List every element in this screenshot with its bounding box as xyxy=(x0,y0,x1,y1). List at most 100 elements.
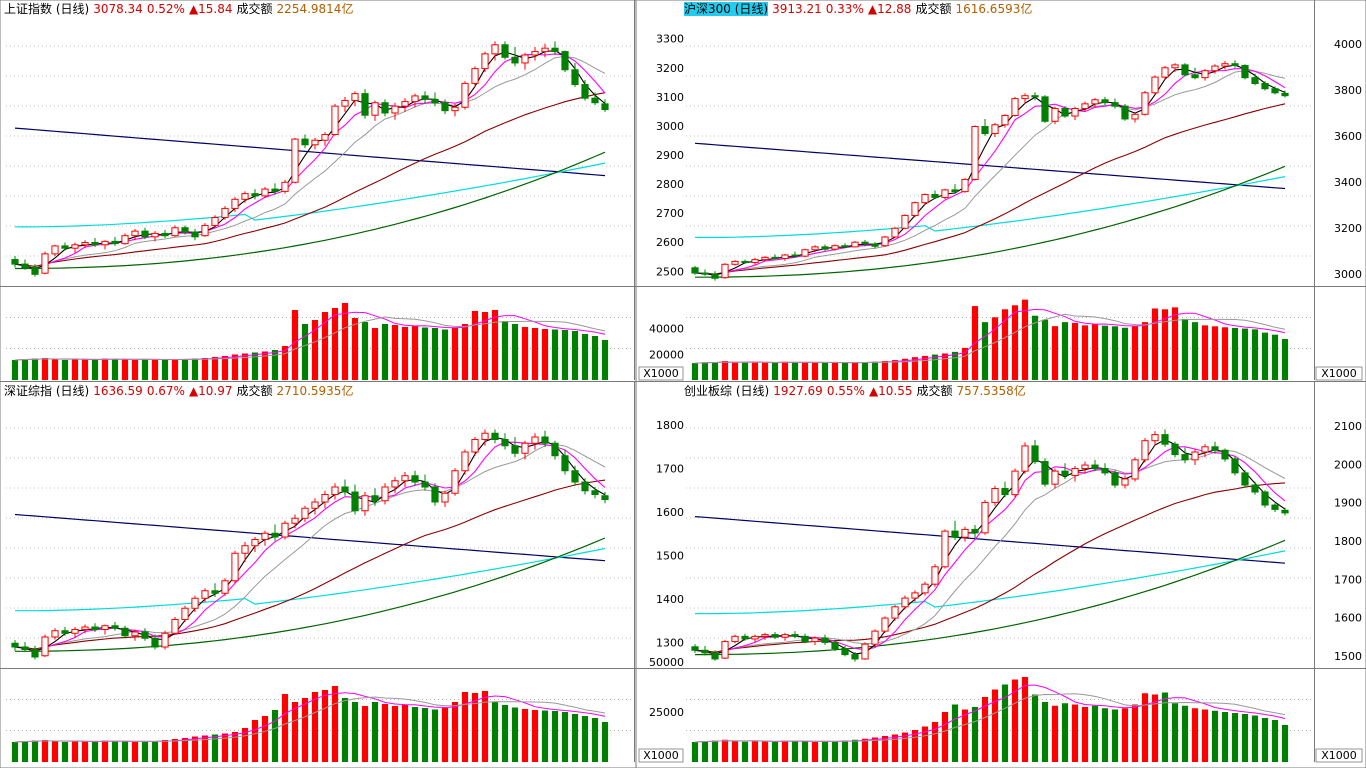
candle-body-down xyxy=(491,432,499,440)
volume-bar xyxy=(191,358,199,380)
candle-body-down xyxy=(1181,64,1189,76)
ma20-line xyxy=(694,449,1286,655)
volume-bar xyxy=(271,710,279,762)
volume-bar xyxy=(121,741,129,762)
ma250-line xyxy=(694,516,1286,564)
volume-ma10-line xyxy=(694,313,1286,364)
candle-body-up xyxy=(51,630,59,638)
chart-panel-2 xyxy=(0,382,636,762)
candle-body-up xyxy=(1201,70,1209,79)
candle-body-up xyxy=(911,202,919,216)
volume-bar xyxy=(991,689,999,762)
volume-bar xyxy=(851,362,859,380)
index-name: 深证综指 (日线) xyxy=(4,384,90,398)
candle-body-down xyxy=(421,95,429,100)
candle-body-up xyxy=(81,626,89,630)
ma5-line xyxy=(14,49,606,270)
candle-body-up xyxy=(81,242,89,246)
candle-body-down xyxy=(141,230,149,238)
ma120-line xyxy=(695,539,1286,656)
ma5-line xyxy=(14,436,606,652)
candle-body-up xyxy=(881,236,889,247)
candle-body-up xyxy=(721,263,729,279)
candle-body-up xyxy=(1051,107,1059,122)
volume-bar xyxy=(921,355,929,380)
ma500-line xyxy=(694,550,1286,615)
candle-body-down xyxy=(1061,107,1069,117)
price-tick-label-right: 3600 xyxy=(1334,130,1362,143)
volume-bar xyxy=(721,361,729,380)
candle-body-up xyxy=(291,517,299,524)
candle-body-down xyxy=(951,189,959,193)
chart-panel-3: 1800 1700 1600 1500 1400 1300 2100 2000 1900 1800… xyxy=(0,382,1366,763)
candle-body-down xyxy=(741,635,749,640)
candle-body-down xyxy=(1101,468,1109,474)
volume-bar xyxy=(941,353,949,380)
candle-body-down xyxy=(801,635,809,643)
price-tick-label: 3200 xyxy=(656,62,684,75)
candle-body-up xyxy=(341,99,349,107)
index-pct: 0.52% xyxy=(146,2,185,16)
volume-bar xyxy=(251,720,259,762)
ma250-line xyxy=(694,142,1286,190)
candle-body-down xyxy=(61,630,69,634)
candle-body-up xyxy=(321,494,329,503)
candle-body-up xyxy=(851,241,859,248)
candle-body-up xyxy=(1131,113,1139,120)
candle-body-down xyxy=(841,245,849,248)
candle-body-down xyxy=(771,634,779,638)
volume-bar xyxy=(181,738,189,762)
candle-body-up xyxy=(1011,470,1019,496)
ma250-line xyxy=(14,513,606,562)
candle-body-up xyxy=(251,539,259,547)
candle-body-up xyxy=(521,54,529,64)
volume-bar xyxy=(161,740,169,762)
candle-body-up xyxy=(1021,95,1029,100)
candle-body-down xyxy=(91,242,99,246)
volume-bar xyxy=(741,362,749,380)
volume-bar xyxy=(221,356,229,380)
volume-unit-label: X1000 xyxy=(643,749,679,762)
volume-bar xyxy=(601,340,609,380)
volume-bar xyxy=(91,360,99,380)
candle-body-up xyxy=(161,632,169,648)
candle-body-up xyxy=(371,102,379,116)
candle-body-up xyxy=(261,532,269,540)
candle-body-up xyxy=(731,635,739,643)
volume-bar xyxy=(361,706,369,762)
price-tick-label-right: 1800 xyxy=(1334,535,1362,548)
candle-body-down xyxy=(151,637,159,648)
candle-body-up xyxy=(51,245,59,255)
volume-bar xyxy=(101,358,109,380)
volume-bar xyxy=(311,692,319,762)
volume-bar xyxy=(591,336,599,380)
volume-bar xyxy=(61,360,69,380)
candle-body-down xyxy=(1031,95,1039,98)
volume-bar xyxy=(431,328,439,380)
volume-bar xyxy=(1281,339,1289,380)
volume-bar xyxy=(1161,692,1169,762)
volume-bar xyxy=(1221,327,1229,380)
volume-bar xyxy=(461,324,469,380)
volume-bar xyxy=(131,742,139,762)
candle-body-down xyxy=(581,84,589,99)
volume-bar xyxy=(251,352,259,380)
price-tick-label: 2900 xyxy=(656,149,684,162)
candle-body-down xyxy=(821,637,829,643)
volume-bar xyxy=(751,740,759,762)
volume-bar xyxy=(801,362,809,380)
volume-bar xyxy=(1011,305,1019,380)
candle-body-up xyxy=(211,217,219,226)
candle-body-up xyxy=(331,105,339,136)
candle-body-down xyxy=(1241,472,1249,486)
index-name: 创业板综 (日线) xyxy=(684,384,770,398)
candle-body-up xyxy=(1081,103,1089,109)
price-tick-label-right: 2100 xyxy=(1334,420,1362,433)
candle-body-down xyxy=(1171,443,1179,456)
volume-bar xyxy=(481,312,489,380)
candle-body-down xyxy=(931,194,939,198)
candle-body-up xyxy=(921,583,929,594)
volume-bar xyxy=(1031,694,1039,762)
candle-body-up xyxy=(131,631,139,637)
candle-body-down xyxy=(1061,470,1069,476)
